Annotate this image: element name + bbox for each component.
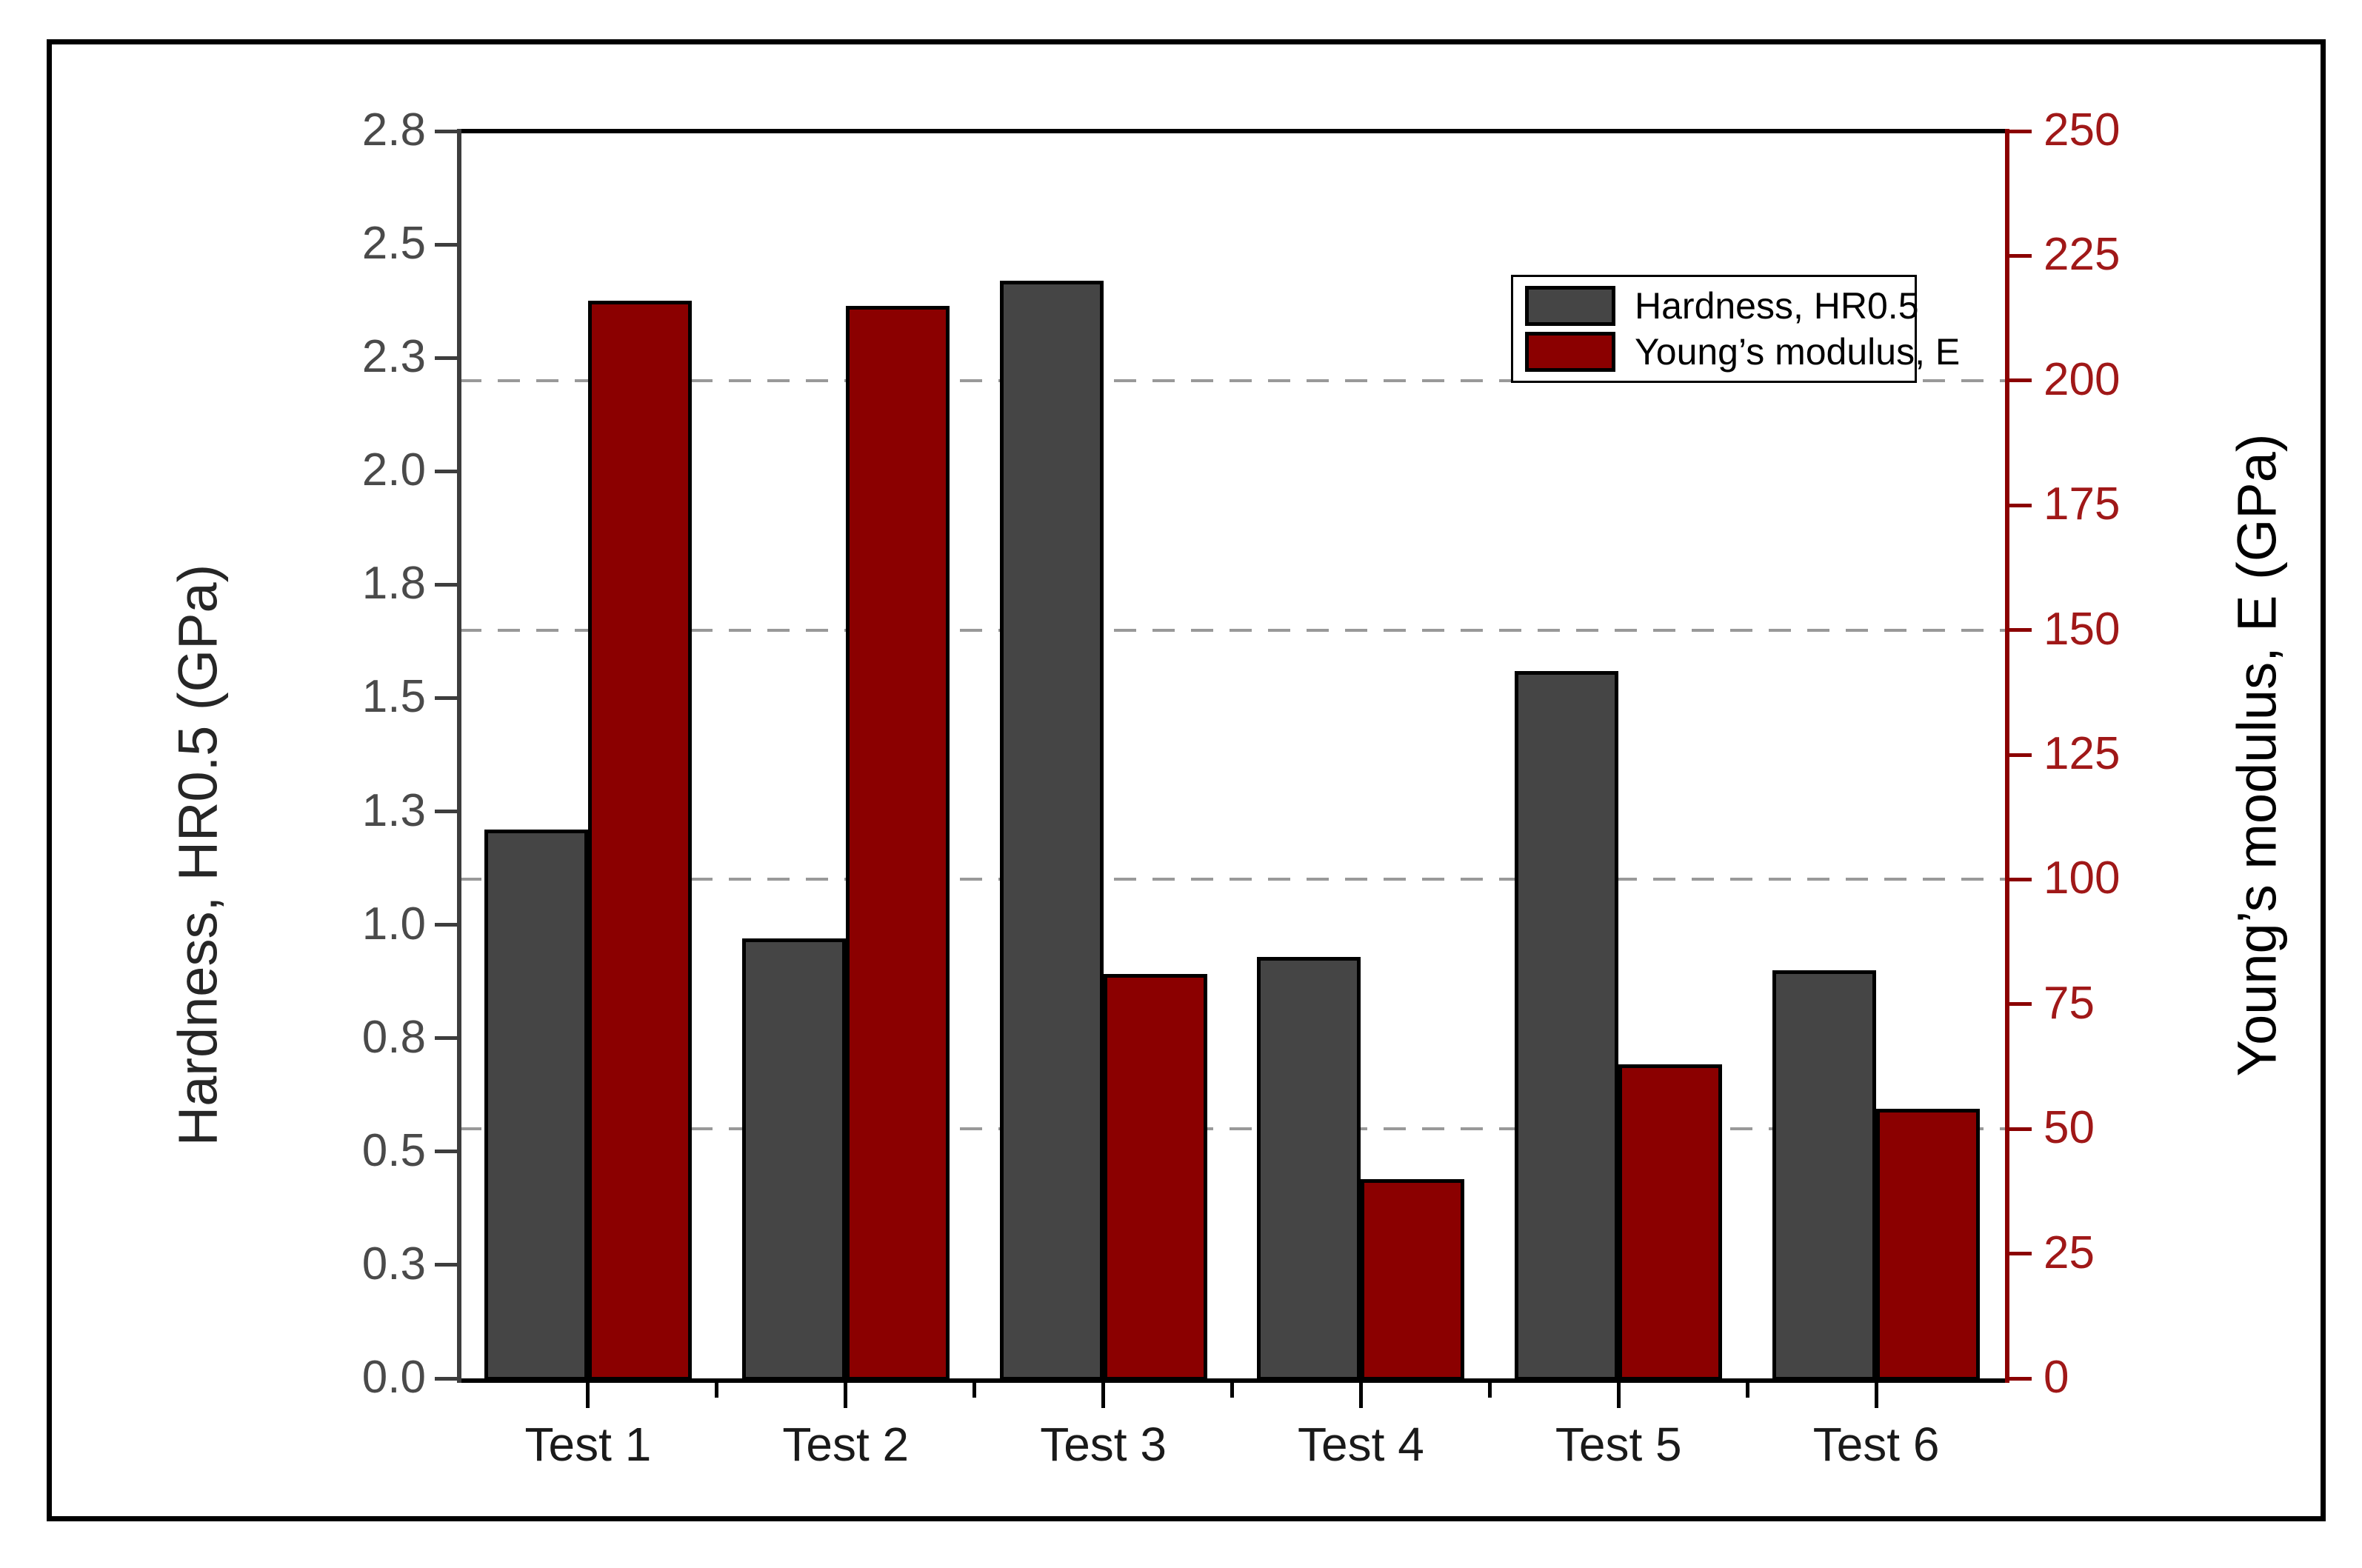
right-tick-150 — [2009, 628, 2032, 633]
left-tick-label-2.5: 2.5 — [361, 218, 426, 270]
x-tick-label-3: Test 3 — [1040, 1418, 1167, 1471]
x-tick-1 — [586, 1383, 590, 1408]
chart-figure: Hardness, HR0.5 Young’s modulus, E Hardn… — [47, 39, 2326, 1521]
gridline-200 — [459, 378, 2005, 382]
left-tick-label-1.5: 1.5 — [361, 671, 426, 723]
gridline-100 — [459, 878, 2005, 881]
x-tick-4 — [1358, 1383, 1363, 1408]
right-axis-title: Young’s modulus, E (GPa) — [2226, 433, 2288, 1077]
right-tick-label-225: 225 — [2044, 229, 2121, 281]
left-tick-0.8 — [435, 1036, 457, 1041]
bar-modulus-4 — [1361, 1178, 1465, 1381]
x-tick-label-5: Test 5 — [1555, 1418, 1682, 1471]
plot-frame-top — [459, 129, 2009, 133]
left-tick-label-2.0: 2.0 — [361, 444, 426, 496]
left-axis-title: Hardness, HR0.5 (GPa) — [167, 564, 229, 1147]
bar-hardness-2 — [741, 938, 846, 1381]
legend-entry-hardness: Hardness, HR0.5 — [1513, 284, 1919, 328]
left-tick-1.3 — [435, 810, 457, 814]
bar-hardness-4 — [1257, 956, 1361, 1381]
right-tick-25 — [2009, 1252, 2032, 1256]
right-axis-line — [2005, 129, 2009, 1383]
bar-modulus-5 — [1618, 1064, 1723, 1381]
left-tick-2.8 — [435, 129, 457, 133]
right-tick-225 — [2009, 253, 2032, 258]
right-tick-label-250: 250 — [2044, 104, 2121, 156]
left-tick-1.0 — [435, 923, 457, 927]
legend-label-hardness: Hardness, HR0.5 — [1635, 284, 1919, 327]
bar-hardness-6 — [1772, 970, 1877, 1381]
x-axis-line — [459, 1378, 2009, 1383]
x-tick-3 — [1101, 1383, 1106, 1408]
x-tick-label-4: Test 4 — [1298, 1418, 1424, 1471]
right-tick-0 — [2009, 1376, 2032, 1381]
right-tick-label-200: 200 — [2044, 353, 2121, 405]
x-minor-tick-4 — [1487, 1383, 1492, 1398]
right-tick-label-0: 0 — [2044, 1352, 2069, 1403]
right-tick-125 — [2009, 753, 2032, 757]
left-axis-line — [457, 129, 461, 1383]
bar-modulus-2 — [845, 305, 950, 1381]
bar-modulus-3 — [1103, 974, 1207, 1381]
left-tick-2.5 — [435, 242, 457, 247]
left-tick-label-0.0: 0.0 — [361, 1352, 426, 1403]
left-tick-label-1.8: 1.8 — [361, 558, 426, 610]
x-minor-tick-3 — [1230, 1383, 1234, 1398]
left-tick-label-0.3: 0.3 — [361, 1238, 426, 1290]
right-tick-250 — [2009, 129, 2032, 133]
bar-modulus-6 — [1876, 1109, 1981, 1381]
x-minor-tick-5 — [1745, 1383, 1749, 1398]
right-tick-75 — [2009, 1002, 2032, 1007]
x-minor-tick-1 — [715, 1383, 719, 1398]
bar-hardness-3 — [999, 281, 1104, 1381]
right-tick-100 — [2009, 877, 2032, 881]
left-tick-1.8 — [435, 582, 457, 587]
x-tick-6 — [1874, 1383, 1878, 1408]
x-tick-label-6: Test 6 — [1812, 1418, 1940, 1471]
left-tick-1.5 — [435, 695, 457, 700]
left-tick-2.3 — [435, 356, 457, 360]
left-tick-label-1.3: 1.3 — [361, 784, 426, 836]
legend-entry-modulus: Young’s modulus, E — [1513, 330, 1960, 374]
bar-hardness-5 — [1515, 670, 1619, 1381]
x-tick-2 — [844, 1383, 848, 1408]
gridline-150 — [459, 628, 2005, 632]
left-tick-label-1.0: 1.0 — [361, 898, 426, 950]
left-tick-0.5 — [435, 1150, 457, 1154]
x-tick-label-1: Test 1 — [524, 1418, 652, 1471]
x-tick-5 — [1616, 1383, 1621, 1408]
x-minor-tick-2 — [973, 1383, 977, 1398]
right-tick-label-75: 75 — [2044, 977, 2095, 1029]
left-tick-label-2.8: 2.8 — [361, 104, 426, 156]
hardness-swatch — [1525, 285, 1615, 326]
bar-modulus-1 — [587, 301, 692, 1381]
left-tick-0.0 — [435, 1376, 457, 1381]
left-tick-label-2.3: 2.3 — [361, 331, 426, 383]
legend-label-modulus: Young’s modulus, E — [1635, 331, 1961, 373]
right-tick-label-25: 25 — [2044, 1227, 2095, 1278]
right-tick-label-175: 175 — [2044, 478, 2121, 530]
left-tick-2.0 — [435, 469, 457, 473]
left-tick-label-0.8: 0.8 — [361, 1011, 426, 1063]
modulus-swatch — [1525, 332, 1615, 373]
right-tick-label-150: 150 — [2044, 603, 2121, 655]
legend: Hardness, HR0.5 Young’s modulus, E — [1511, 275, 1960, 383]
right-tick-label-100: 100 — [2044, 853, 2121, 904]
right-tick-50 — [2009, 1127, 2032, 1131]
right-tick-label-125: 125 — [2044, 728, 2121, 779]
right-tick-label-50: 50 — [2044, 1102, 2095, 1154]
left-tick-label-0.5: 0.5 — [361, 1124, 426, 1176]
right-tick-175 — [2009, 503, 2032, 507]
bar-hardness-1 — [484, 830, 588, 1381]
gridline-50 — [459, 1127, 2005, 1131]
right-tick-200 — [2009, 378, 2032, 383]
left-tick-0.3 — [435, 1263, 457, 1267]
x-tick-label-2: Test 2 — [782, 1418, 910, 1471]
